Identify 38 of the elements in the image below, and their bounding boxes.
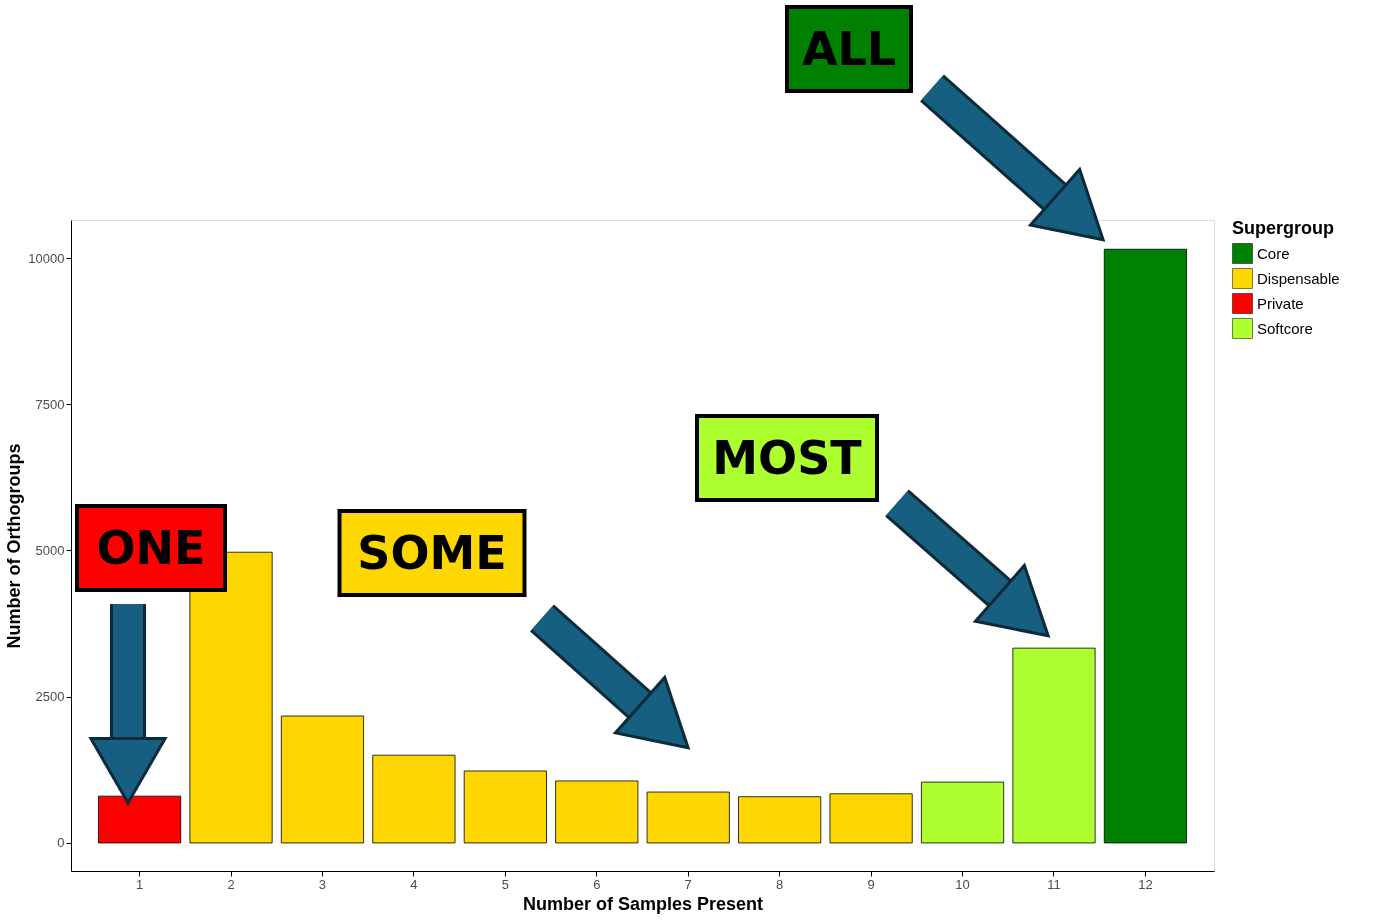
- bar: [646, 791, 730, 844]
- legend-title: Supergroup: [1232, 218, 1334, 238]
- x-axis-title: Number of Samples Present: [522, 893, 764, 914]
- y-tick-label: 0: [57, 835, 65, 851]
- bar: [555, 780, 639, 844]
- text: ALL: [801, 22, 897, 76]
- legend-label: Dispensable: [1257, 269, 1340, 287]
- legend-label: Softcore: [1257, 319, 1313, 337]
- y-tick-label: 2500: [35, 689, 65, 705]
- x-tick-label: 11: [1047, 876, 1061, 892]
- x-tick-label: 2: [227, 876, 235, 892]
- x-tick-label: 12: [1138, 876, 1153, 892]
- annotation: ONE: [96, 521, 206, 575]
- x-tick-label: 1: [135, 876, 144, 892]
- x-tick-label: 5: [501, 876, 509, 892]
- legend-label: Core: [1257, 244, 1290, 262]
- bar: [1012, 647, 1096, 844]
- y-axis-title: Number of Orthogroups: [4, 443, 25, 649]
- bar: [463, 770, 547, 844]
- x-tick-label: 10: [955, 876, 970, 892]
- x-tick-label: 9: [867, 876, 875, 892]
- bar: [829, 793, 913, 844]
- x-tick-label: 4: [410, 876, 418, 892]
- y-tick-label: 10000: [28, 250, 65, 266]
- bar: [920, 781, 1005, 844]
- y-tick-label: 5000: [35, 542, 65, 558]
- x-tick-label: 8: [776, 876, 784, 892]
- x-tick-label: 3: [318, 876, 327, 892]
- bar: [1103, 248, 1187, 844]
- x-tick-label: 6: [593, 876, 601, 892]
- annotation: SOME: [357, 526, 507, 580]
- x-tick-label: 7: [684, 876, 692, 892]
- bar: [372, 754, 456, 844]
- annotation: MOST: [712, 431, 863, 485]
- bar: [738, 796, 822, 844]
- legend-label: Private: [1257, 294, 1304, 312]
- bar: [280, 715, 365, 844]
- y-tick-label: 7500: [35, 396, 65, 412]
